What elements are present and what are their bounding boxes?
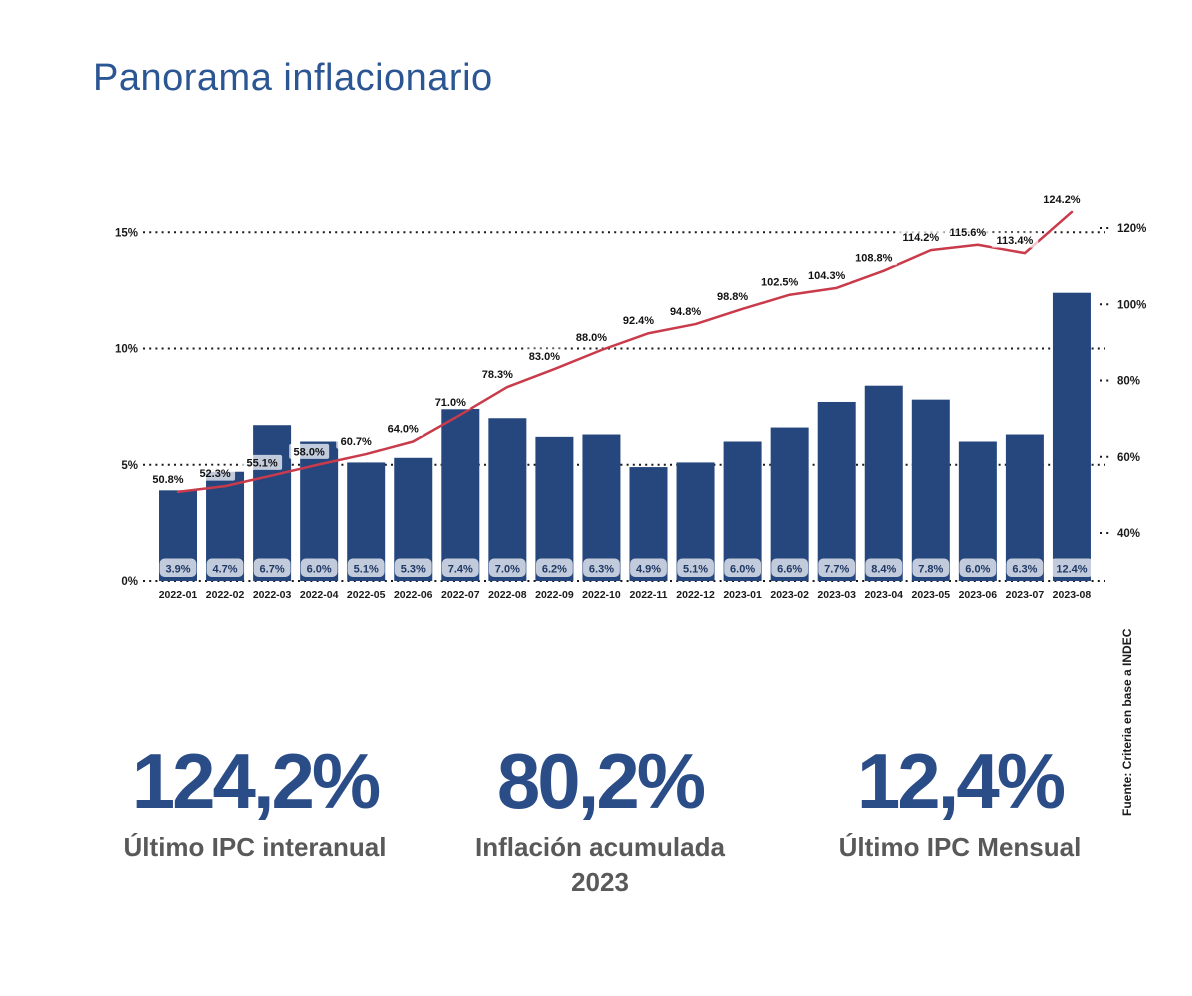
svg-text:6.3%: 6.3% — [589, 564, 614, 576]
stat-inflacion-acumulada-label: Inflación acumulada 2023 — [475, 832, 725, 898]
stat-ipc-mensual-label: Último IPC Mensual — [838, 832, 1082, 862]
svg-text:92.4%: 92.4% — [623, 315, 654, 327]
svg-text:2022-03: 2022-03 — [253, 589, 292, 601]
svg-text:5.1%: 5.1% — [683, 564, 708, 576]
svg-text:2022-12: 2022-12 — [676, 589, 715, 601]
svg-text:15%: 15% — [115, 227, 138, 239]
svg-text:104.3%: 104.3% — [808, 270, 846, 282]
stat-inflacion-acumulada: 80,2% Inflación acumulada 2023 — [440, 742, 760, 900]
svg-text:6.0%: 6.0% — [965, 564, 990, 576]
svg-text:2023-06: 2023-06 — [959, 589, 998, 601]
svg-text:55.1%: 55.1% — [246, 457, 277, 469]
stat-ipc-interanual-label: Último IPC interanual — [123, 832, 387, 862]
svg-text:124.2%: 124.2% — [1043, 194, 1081, 206]
svg-text:2023-07: 2023-07 — [1006, 589, 1045, 601]
svg-text:4.9%: 4.9% — [636, 564, 661, 576]
svg-text:7.0%: 7.0% — [495, 564, 520, 576]
svg-text:83.0%: 83.0% — [529, 351, 560, 363]
page-title: Panorama inflacionario — [93, 57, 493, 99]
svg-text:98.8%: 98.8% — [717, 291, 748, 303]
svg-text:2023-05: 2023-05 — [912, 589, 951, 601]
svg-text:5.3%: 5.3% — [401, 564, 426, 576]
svg-text:100%: 100% — [1117, 299, 1146, 311]
svg-text:12.4%: 12.4% — [1056, 564, 1087, 576]
svg-text:7.8%: 7.8% — [918, 564, 943, 576]
stat-ipc-interanual: 124,2% Último IPC interanual — [90, 742, 420, 865]
svg-text:50.8%: 50.8% — [152, 474, 183, 486]
svg-text:2023-03: 2023-03 — [817, 589, 856, 601]
svg-text:2022-09: 2022-09 — [535, 589, 574, 601]
svg-text:2023-04: 2023-04 — [864, 589, 903, 601]
svg-text:52.3%: 52.3% — [199, 468, 230, 480]
stat-ipc-mensual-value: 12,4% — [856, 737, 1066, 825]
svg-text:78.3%: 78.3% — [482, 369, 513, 381]
svg-text:2022-11: 2022-11 — [630, 589, 668, 601]
svg-text:2023-02: 2023-02 — [770, 589, 809, 601]
svg-text:2023-08: 2023-08 — [1053, 589, 1092, 601]
svg-text:114.2%: 114.2% — [902, 232, 939, 244]
svg-text:113.4%: 113.4% — [997, 235, 1034, 247]
svg-text:64.0%: 64.0% — [388, 424, 419, 436]
svg-text:2022-02: 2022-02 — [206, 589, 245, 601]
svg-text:2022-01: 2022-01 — [159, 589, 198, 601]
svg-text:5%: 5% — [121, 460, 138, 472]
svg-text:71.0%: 71.0% — [435, 397, 466, 409]
svg-text:6.0%: 6.0% — [730, 564, 755, 576]
stat-inflacion-acumulada-value: 80,2% — [496, 737, 706, 825]
inflation-chart-svg: 15% 10% 5% 0% 120% 100% 80% 60% 40% 3.9% 2022-01 4.… — [114, 193, 1147, 601]
stat-ipc-interanual-value: 124,2% — [131, 737, 382, 825]
svg-text:6.3%: 6.3% — [1012, 564, 1037, 576]
svg-text:8.4%: 8.4% — [871, 564, 896, 576]
svg-text:40%: 40% — [1117, 528, 1140, 540]
svg-text:2022-06: 2022-06 — [394, 589, 433, 601]
svg-text:120%: 120% — [1117, 223, 1146, 235]
svg-text:108.8%: 108.8% — [855, 253, 893, 265]
svg-text:6.2%: 6.2% — [542, 564, 567, 576]
svg-text:2022-05: 2022-05 — [347, 589, 386, 601]
stats-row: 124,2% Último IPC interanual 80,2% Infla… — [0, 742, 1192, 912]
svg-text:2022-10: 2022-10 — [582, 589, 621, 601]
svg-text:88.0%: 88.0% — [576, 332, 607, 344]
svg-text:3.9%: 3.9% — [165, 564, 190, 576]
svg-text:5.1%: 5.1% — [354, 564, 379, 576]
svg-text:2022-08: 2022-08 — [488, 589, 527, 601]
svg-text:0%: 0% — [121, 576, 138, 588]
svg-text:60.7%: 60.7% — [341, 436, 372, 448]
svg-text:102.5%: 102.5% — [761, 277, 799, 289]
svg-text:94.8%: 94.8% — [670, 306, 701, 318]
svg-text:2023-01: 2023-01 — [723, 589, 762, 601]
svg-text:6.6%: 6.6% — [777, 564, 802, 576]
svg-text:6.0%: 6.0% — [307, 564, 332, 576]
svg-text:2022-07: 2022-07 — [441, 589, 480, 601]
inflation-chart: 15% 10% 5% 0% 120% 100% 80% 60% 40% 3.9% 2022-01 4.… — [114, 193, 1147, 601]
svg-text:6.7%: 6.7% — [260, 564, 285, 576]
svg-text:2022-04: 2022-04 — [300, 589, 339, 601]
svg-text:7.7%: 7.7% — [824, 564, 849, 576]
svg-text:4.7%: 4.7% — [213, 564, 238, 576]
svg-text:115.6%: 115.6% — [949, 227, 986, 239]
svg-text:10%: 10% — [115, 344, 138, 356]
svg-text:58.0%: 58.0% — [294, 446, 325, 458]
svg-text:7.4%: 7.4% — [448, 564, 473, 576]
svg-text:80%: 80% — [1117, 376, 1140, 388]
stat-ipc-mensual: 12,4% Último IPC Mensual — [800, 742, 1120, 865]
svg-text:60%: 60% — [1117, 452, 1140, 464]
